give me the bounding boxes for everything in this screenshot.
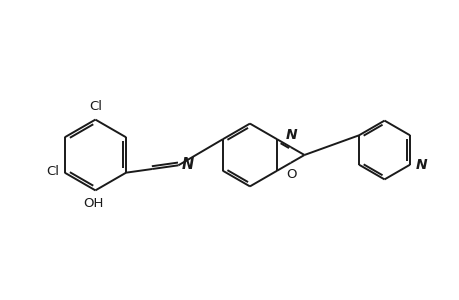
Text: OH: OH xyxy=(83,197,103,210)
Text: N: N xyxy=(181,157,193,172)
Text: N: N xyxy=(285,128,297,142)
Text: Cl: Cl xyxy=(46,165,59,178)
Text: Cl: Cl xyxy=(89,100,102,113)
Text: N: N xyxy=(415,158,427,172)
Text: O: O xyxy=(286,168,297,181)
